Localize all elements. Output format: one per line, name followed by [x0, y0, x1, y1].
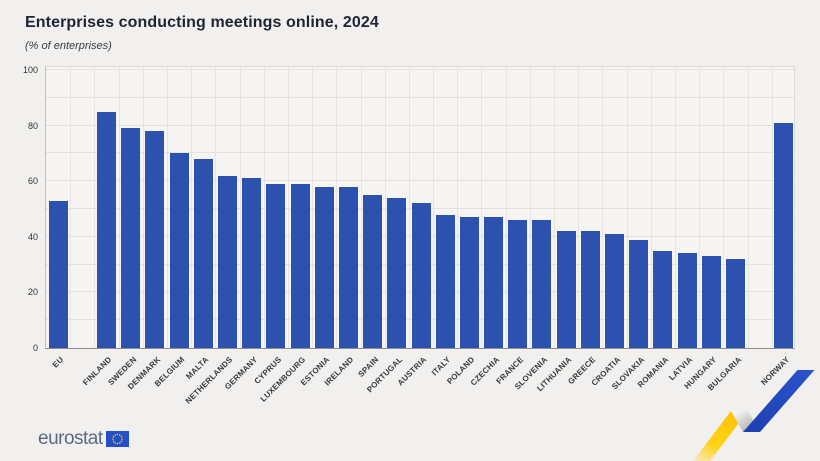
gridline-vertical: [94, 67, 96, 348]
gridline-vertical: [675, 67, 677, 348]
gridline-horizontal: [46, 124, 794, 126]
gridline-vertical: [263, 67, 265, 348]
gridline-vertical: [747, 67, 749, 348]
plot-area: [45, 66, 795, 349]
gridline-vertical: [602, 67, 604, 348]
gridline-vertical: [70, 67, 72, 348]
ribbon-yellow-band: [693, 411, 748, 461]
bar-luxembourg: [290, 183, 310, 348]
ribbon-decoration-icon: [693, 370, 815, 461]
bar-latvia: [677, 253, 697, 348]
gridline-vertical: [529, 67, 531, 348]
gridline-vertical: [433, 67, 435, 348]
bar-romania: [653, 250, 673, 348]
bar-lithuania: [556, 231, 576, 348]
y-tick-label: 100: [22, 65, 38, 75]
bar-norway: [774, 122, 794, 348]
gridline-vertical: [360, 67, 362, 348]
gridline-vertical: [336, 67, 338, 348]
gridline-vertical: [578, 67, 580, 348]
bar-greece: [580, 231, 600, 348]
bar-netherlands: [217, 175, 237, 348]
chart-title: Enterprises conducting meetings online, …: [25, 14, 379, 31]
eurostat-logo: eurostat: [38, 428, 129, 450]
gridline-vertical: [723, 67, 725, 348]
gridline-vertical: [215, 67, 217, 348]
gridline-vertical: [650, 67, 652, 348]
bar-slovakia: [629, 239, 649, 348]
bar-eu: [48, 200, 68, 348]
gridline-vertical: [118, 67, 120, 348]
chart-subtitle: (% of enterprises): [25, 40, 112, 52]
gridline-vertical: [239, 67, 241, 348]
bar-bulgaria: [726, 259, 746, 348]
eurostat-wordmark: eurostat: [38, 428, 103, 449]
bar-ireland: [338, 186, 358, 348]
bar-italy: [435, 214, 455, 348]
bar-hungary: [701, 256, 721, 348]
gridline-vertical: [505, 67, 507, 348]
bar-czechia: [484, 217, 504, 348]
bar-portugal: [387, 197, 407, 348]
bar-germany: [242, 178, 262, 348]
gridline-horizontal: [46, 69, 794, 70]
bar-belgium: [169, 153, 189, 348]
gridline-vertical: [191, 67, 193, 348]
bar-estonia: [314, 186, 334, 348]
x-axis-label-eu: EU: [50, 355, 66, 370]
ribbon-blue-band: [743, 370, 815, 432]
gridline-vertical: [408, 67, 410, 348]
bar-sweden: [121, 128, 141, 348]
gridline-vertical: [771, 67, 773, 348]
bar-france: [508, 220, 528, 348]
bar-finland: [96, 111, 116, 348]
gridline-horizontal: [46, 96, 794, 98]
y-tick-label: 40: [27, 231, 38, 242]
eu-flag-icon: [105, 431, 129, 447]
bar-malta: [193, 158, 213, 348]
bar-spain: [363, 195, 383, 348]
gridline-vertical: [699, 67, 701, 348]
y-tick-label: 80: [27, 120, 38, 131]
gridline-vertical: [481, 67, 483, 348]
gridline-horizontal: [46, 180, 794, 182]
gridline-vertical: [166, 67, 168, 348]
bar-cyprus: [266, 183, 286, 348]
bar-slovenia: [532, 220, 552, 348]
bar-poland: [459, 217, 479, 348]
gridline-horizontal: [46, 152, 794, 154]
gridline-vertical: [457, 67, 459, 348]
gridline-vertical: [384, 67, 386, 348]
bar-denmark: [145, 131, 165, 348]
gridline-vertical: [312, 67, 314, 348]
gridline-vertical: [287, 67, 289, 348]
y-tick-label: 20: [27, 287, 38, 298]
bar-austria: [411, 203, 431, 348]
y-tick-label: 60: [27, 176, 38, 187]
y-tick-label: 0: [32, 343, 38, 353]
gridline-vertical: [626, 67, 628, 348]
bar-croatia: [605, 234, 625, 348]
gridline-vertical: [554, 67, 556, 348]
gridline-vertical: [142, 67, 144, 348]
